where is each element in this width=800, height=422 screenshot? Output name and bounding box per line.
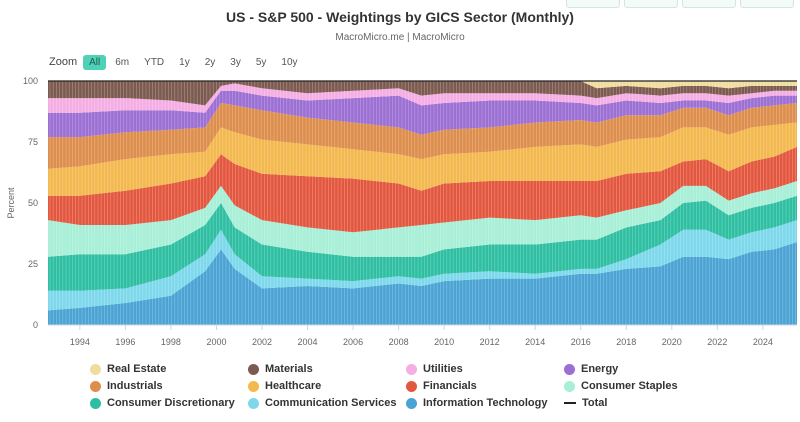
legend-label: Energy — [581, 363, 619, 375]
x-tick-label: 2012 — [480, 337, 500, 347]
x-tick-label: 1996 — [115, 337, 135, 347]
x-tick-label: 2014 — [525, 337, 545, 347]
toolbar-button[interactable] — [682, 0, 736, 8]
legend-label: Materials — [265, 363, 313, 375]
y-tick-label: 50 — [28, 198, 38, 208]
area-series-communication-services — [48, 220, 797, 311]
area-series-healthcare — [48, 122, 797, 196]
area-series-real-estate — [48, 81, 797, 89]
toolbar-button[interactable] — [624, 0, 678, 8]
x-tick-label: 2000 — [206, 337, 226, 347]
legend-label: Communication Services — [265, 397, 397, 409]
area-series-industrials — [48, 103, 797, 169]
x-tick-label: 2024 — [753, 337, 773, 347]
legend-dot-marker — [564, 363, 575, 375]
legend-label: Consumer Staples — [581, 380, 678, 392]
legend-item-information-technology[interactable]: Information Technology — [406, 397, 547, 409]
zoom-10y-button[interactable]: 10y — [281, 56, 298, 68]
x-tick-label: 2008 — [389, 337, 409, 347]
legend-item-communication-services[interactable]: Communication Services — [248, 397, 396, 409]
y-axis-label: Percent — [6, 187, 16, 219]
zoom-ytd-button[interactable]: YTD — [144, 56, 165, 68]
legend-dot-marker — [248, 397, 259, 409]
legend-item-energy[interactable]: Energy — [564, 363, 618, 375]
x-tick-label: 2010 — [434, 337, 454, 347]
x-tick-label: 2022 — [707, 337, 727, 347]
toolbar-button[interactable] — [740, 0, 794, 8]
toolbar-button[interactable] — [566, 0, 620, 8]
x-tick-label: 2006 — [343, 337, 363, 347]
x-tick-label: 1994 — [70, 337, 90, 347]
y-tick-label: 100 — [23, 76, 38, 86]
legend-dot-marker — [248, 380, 259, 392]
zoom-1y-button[interactable]: 1y — [179, 56, 190, 68]
legend-item-materials[interactable]: Materials — [248, 363, 313, 375]
legend-label: Industrials — [107, 380, 163, 392]
zoom-label: Zoom — [49, 56, 78, 68]
x-tick-label: 2020 — [662, 337, 682, 347]
toolbar-buttons — [562, 0, 794, 8]
zoom-3y-button[interactable]: 3y — [230, 56, 241, 68]
legend-dot-marker — [406, 380, 417, 392]
legend-dot-marker — [406, 397, 417, 409]
y-tick-label: 0 — [33, 320, 38, 330]
legend-label: Consumer Discretionary — [107, 397, 235, 409]
area-series-materials — [48, 81, 797, 106]
y-tick-label: 75 — [28, 137, 38, 147]
area-series-consumer-staples — [48, 181, 797, 257]
legend-label: Information Technology — [423, 397, 548, 409]
x-tick-label: 1998 — [161, 337, 181, 347]
legend-label: Financials — [423, 380, 477, 392]
legend-item-utilities[interactable]: Utilities — [406, 363, 463, 375]
chart-source: MacroMicro.me | MacroMicro — [335, 32, 465, 43]
legend-label: Total — [582, 397, 608, 409]
legend-label: Healthcare — [265, 380, 322, 392]
area-series-energy — [48, 90, 797, 138]
area-series-financials — [48, 146, 797, 233]
legend-label: Real Estate — [107, 363, 167, 375]
legend-item-financials[interactable]: Financials — [406, 380, 477, 392]
zoom-bar: Zoom All 6m YTD 1y 2y 3y 5y 10y — [49, 53, 307, 71]
legend-dot-marker — [90, 380, 101, 392]
area-series-utilities — [48, 83, 797, 113]
legend-item-consumer-staples[interactable]: Consumer Staples — [564, 380, 678, 392]
legend-item-consumer-discretionary[interactable]: Consumer Discretionary — [90, 397, 235, 409]
zoom-2y-button[interactable]: 2y — [204, 56, 216, 68]
zoom-5y-button[interactable]: 5y — [255, 56, 267, 68]
zoom-all-button[interactable]: All — [83, 54, 107, 70]
legend-item-industrials[interactable]: Industrials — [90, 380, 163, 392]
legend-dot-marker — [564, 380, 575, 392]
x-tick-label: 2018 — [616, 337, 636, 347]
legend-dot-marker — [248, 363, 259, 375]
zoom-6m-button[interactable]: 6m — [115, 56, 130, 68]
legend-dot-marker — [406, 363, 417, 375]
y-tick-label: 25 — [28, 259, 38, 269]
legend-label: Utilities — [423, 363, 463, 375]
legend-dot-marker — [90, 397, 101, 409]
legend-item-real-estate[interactable]: Real Estate — [90, 363, 166, 375]
x-tick-label: 2016 — [571, 337, 591, 347]
area-series-information-technology — [48, 242, 797, 325]
legend-line-marker — [564, 402, 576, 404]
legend-item-healthcare[interactable]: Healthcare — [248, 380, 321, 392]
legend-dot-marker — [90, 363, 101, 375]
legend-item-total[interactable]: Total — [564, 397, 607, 409]
x-tick-label: 2002 — [252, 337, 272, 347]
area-series-consumer-discretionary — [48, 195, 797, 291]
x-tick-label: 2004 — [298, 337, 318, 347]
chart-title: US - S&P 500 - Weightings by GICS Sector… — [226, 9, 574, 25]
